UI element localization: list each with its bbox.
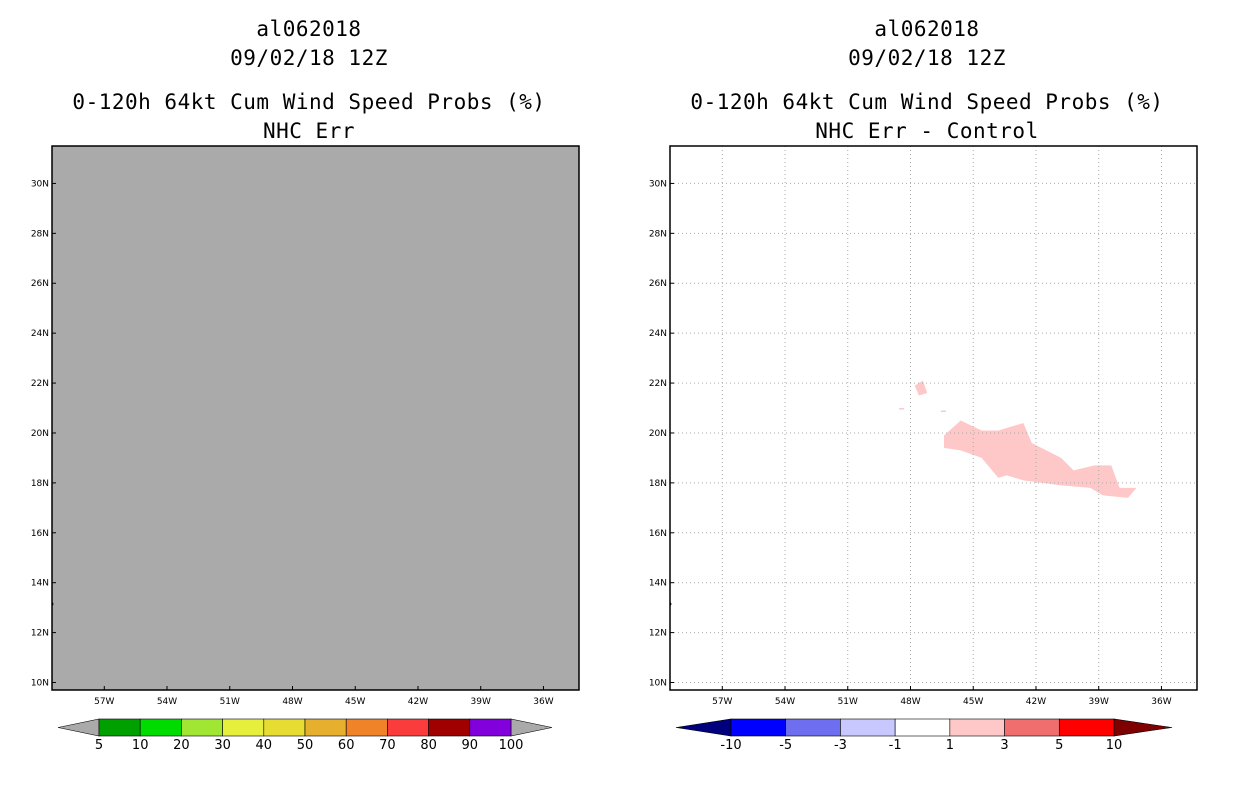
colorbar-swatch <box>263 718 306 737</box>
y-tick-label: 18N <box>649 479 667 489</box>
left-chart: 30N 28N 26N 24N 22N 20N 18N 16N 14N 12N 10N 57W 54W 5… <box>31 145 580 753</box>
difference-region-small <box>914 380 928 396</box>
colorbar-swatch <box>730 718 787 737</box>
colorbar-swatch <box>387 718 429 737</box>
plot-frame <box>669 145 1198 691</box>
colorbar-swatch <box>1058 718 1115 737</box>
colorbar-label: 5 <box>95 738 103 753</box>
colorbar-label: -3 <box>834 738 847 753</box>
chart-subtitle: NHC Err <box>262 119 355 143</box>
y-tick-label: 16N <box>649 529 667 539</box>
x-tick-label: 36W <box>1151 697 1171 707</box>
plot-background <box>670 146 1197 690</box>
x-tick-label: 54W <box>157 697 177 707</box>
colorbar-label: 100 <box>499 738 524 753</box>
y-tick-label: 30N <box>31 179 49 189</box>
chart-title: 0-120h 64kt Cum Wind Speed Probs (%) <box>690 90 1164 114</box>
colorbar-label: 90 <box>462 738 479 753</box>
y-tick-label: 24N <box>649 329 667 339</box>
storm-id: al062018 <box>256 17 362 41</box>
chart-title: 0-120h 64kt Cum Wind Speed Probs (%) <box>72 90 546 114</box>
colorbar-label: 60 <box>338 738 355 753</box>
y-tick-label: 20N <box>31 429 49 439</box>
y-tick-label: 14N <box>649 579 667 589</box>
x-tick-label: 39W <box>1089 697 1109 707</box>
x-tick-label: 51W <box>220 697 240 707</box>
y-tick-label: 28N <box>31 229 49 239</box>
colorbar-label: 30 <box>214 738 231 753</box>
colorbar-swatch <box>785 718 841 737</box>
y-tick-label: 26N <box>31 279 49 289</box>
colorbar-label: 70 <box>379 738 396 753</box>
y-tick-label: 28N <box>649 229 667 239</box>
chart-subtitle: NHC Err - Control <box>815 119 1039 143</box>
y-tick-label: 10N <box>649 679 667 689</box>
colorbar-label: -10 <box>720 738 741 753</box>
x-tick-label: 57W <box>712 697 732 707</box>
y-tick-label: 22N <box>31 379 49 389</box>
x-tick-label: 57W <box>94 697 114 707</box>
right-panel: al062018 09/02/18 12Z 0-120h 64kt Cum Wi… <box>618 0 1236 800</box>
difference-speck <box>899 408 905 410</box>
y-tick-label: 22N <box>649 379 667 389</box>
plot-frame <box>51 145 580 691</box>
y-tick-label: 30N <box>649 179 667 189</box>
y-tick-label: 18N <box>31 479 49 489</box>
y-tick-label: 20N <box>649 429 667 439</box>
x-tick-label: 36W <box>533 697 553 707</box>
y-tick-label: 26N <box>649 279 667 289</box>
colorbar-swatch <box>304 718 347 737</box>
colorbar-swatch <box>345 718 388 737</box>
x-tick-label: 54W <box>775 697 795 707</box>
right-chart: 30N 28N 26N 24N 22N 20N 18N 16N 14N 12N 10N 57W 54W 5… <box>649 145 1198 753</box>
colorbar-swatch <box>181 718 223 737</box>
storm-id: al062018 <box>874 17 980 41</box>
x-tick-label: 42W <box>408 697 428 707</box>
colorbar-label: 1 <box>946 738 954 753</box>
colorbar-swatch <box>428 718 471 737</box>
y-tick-label: 10N <box>31 679 49 689</box>
left-panel: al062018 09/02/18 12Z 0-120h 64kt Cum Wi… <box>31 17 580 753</box>
colorbar-high-arrow <box>1113 718 1173 737</box>
difference-speck <box>940 410 946 413</box>
colorbar-swatch <box>949 718 1005 737</box>
colorbar-low-arrow <box>57 718 100 737</box>
x-tick-label: 42W <box>1026 697 1046 707</box>
colorbar-swatch <box>1004 718 1060 737</box>
colorbar-low-arrow <box>675 718 732 737</box>
colorbar-swatch <box>139 718 182 737</box>
colorbar-label: 3 <box>1000 738 1008 753</box>
y-tick-label: 12N <box>649 629 667 639</box>
colorbar-label: 10 <box>1106 738 1123 753</box>
colorbar-swatch <box>98 718 141 737</box>
colorbar-swatch <box>894 718 951 737</box>
colorbar-label: 50 <box>297 738 314 753</box>
colorbar-label: -1 <box>889 738 902 753</box>
colorbar-label: 80 <box>420 738 437 753</box>
forecast-date: 09/02/18 12Z <box>230 46 388 70</box>
colorbar-label: 10 <box>132 738 149 753</box>
colorbar-swatch <box>222 718 265 737</box>
y-tick-label: 14N <box>31 579 49 589</box>
x-tick-label: 45W <box>345 697 365 707</box>
x-tick-label: 48W <box>900 697 920 707</box>
colorbar-swatch <box>469 718 512 737</box>
probability-field <box>52 146 579 690</box>
forecast-date: 09/02/18 12Z <box>848 46 1006 70</box>
colorbar-swatch <box>840 718 896 737</box>
colorbar-high-arrow <box>510 718 553 737</box>
x-tick-label: 48W <box>282 697 302 707</box>
difference-region <box>944 420 1137 498</box>
x-tick-label: 39W <box>471 697 491 707</box>
colorbar-label: 40 <box>256 738 273 753</box>
y-tick-label: 16N <box>31 529 49 539</box>
y-tick-label: 24N <box>31 329 49 339</box>
colorbar-label: 5 <box>1055 738 1063 753</box>
colorbar-label: 20 <box>173 738 190 753</box>
colorbar-label: -5 <box>779 738 792 753</box>
y-tick-label: 12N <box>31 629 49 639</box>
x-tick-label: 51W <box>838 697 858 707</box>
x-tick-label: 45W <box>963 697 983 707</box>
